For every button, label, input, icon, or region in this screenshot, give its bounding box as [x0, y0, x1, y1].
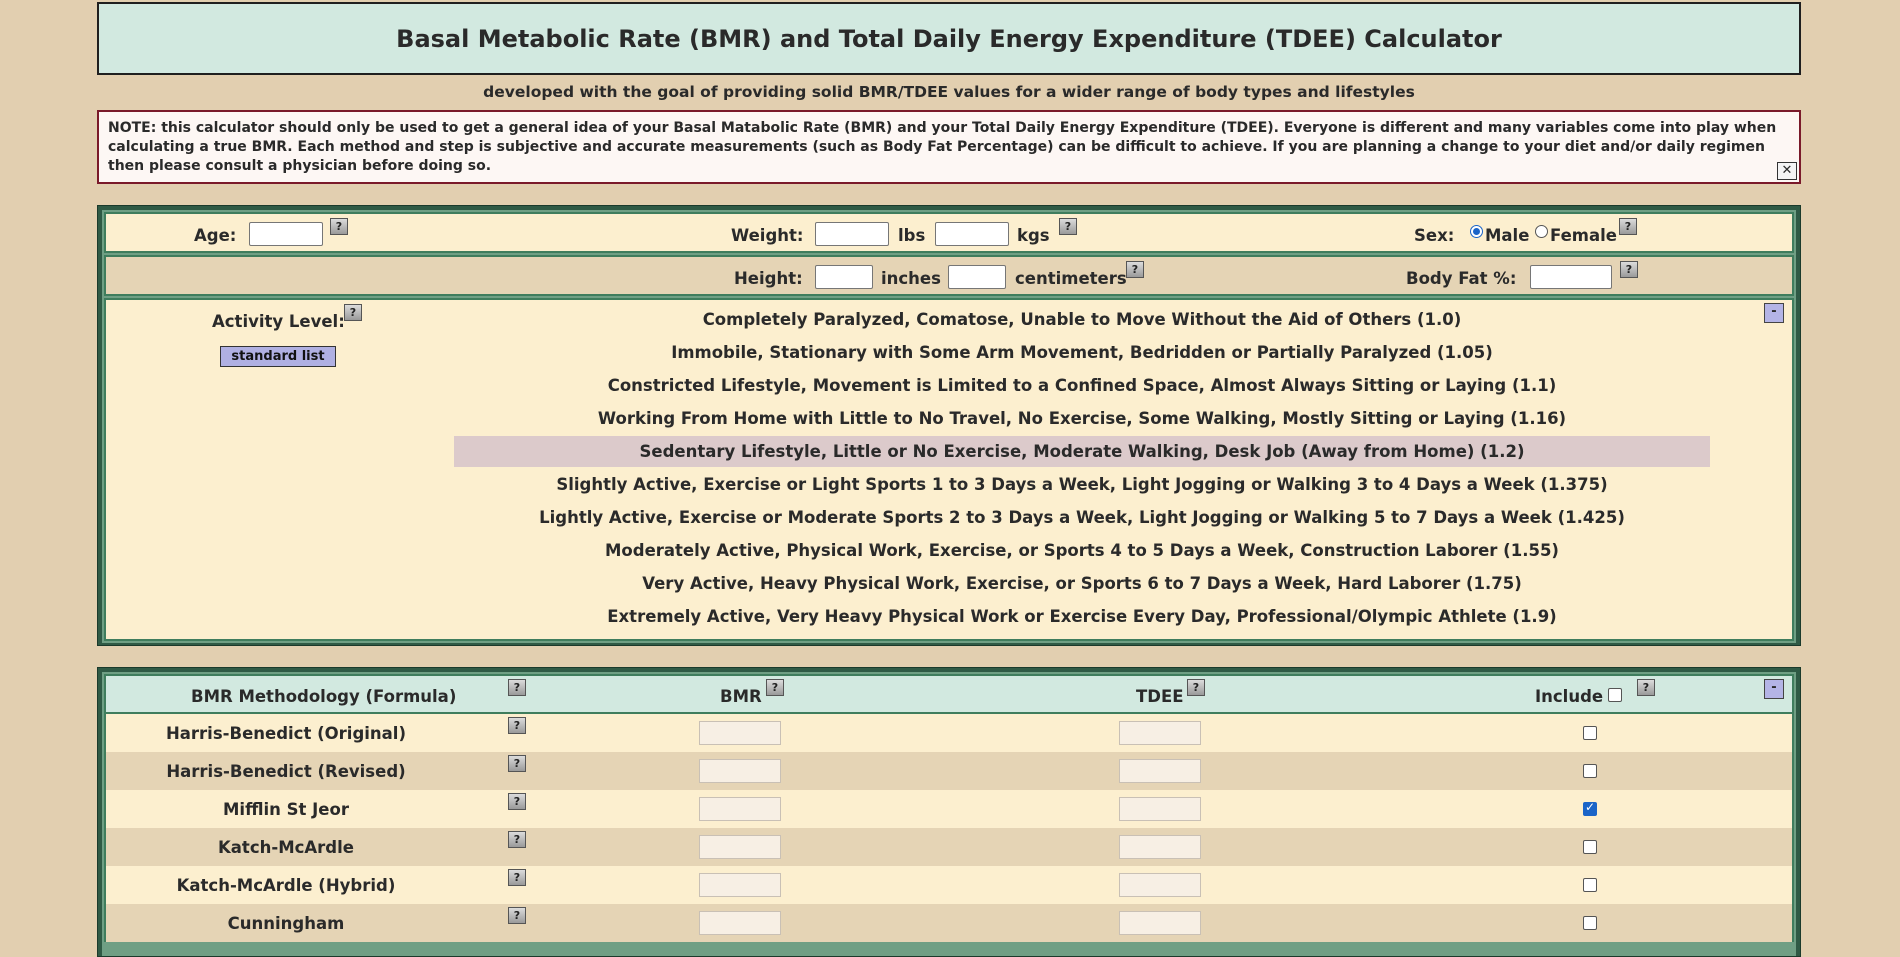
- table-row: Katch-McArdle (Hybrid)?: [104, 866, 1794, 904]
- tdee-output-field: [1119, 797, 1201, 821]
- weight-kgs-input[interactable]: [935, 222, 1009, 246]
- sex-label: Sex:: [1414, 226, 1455, 245]
- table-row: Harris-Benedict (Original)?: [104, 714, 1794, 752]
- method-column-header: BMR Methodology (Formula): [191, 687, 457, 706]
- input-panel: Age: ? Weight: lbs kgs ? Sex: Male Femal…: [97, 205, 1801, 646]
- table-row: Mifflin St Jeor?: [104, 790, 1794, 828]
- formula-help-icon[interactable]: ?: [508, 831, 526, 848]
- bmr-output-field: [699, 835, 781, 859]
- formula-help-icon[interactable]: ?: [508, 793, 526, 810]
- bmr-column-header: BMR: [720, 687, 762, 706]
- kgs-unit-label: kgs: [1017, 226, 1050, 245]
- bodyfat-label: Body Fat %:: [1406, 269, 1517, 288]
- age-help-icon[interactable]: ?: [330, 218, 348, 235]
- activity-option[interactable]: Constricted Lifestyle, Movement is Limit…: [607, 376, 1557, 395]
- activity-level-section: Activity Level: ? standard list - Comple…: [104, 298, 1794, 641]
- height-label: Height:: [734, 269, 803, 288]
- table-row: Katch-McArdle?: [104, 828, 1794, 866]
- formula-name: Harris-Benedict (Original): [165, 723, 407, 743]
- bmr-output-field: [699, 873, 781, 897]
- activity-help-icon[interactable]: ?: [344, 304, 362, 321]
- page-title: Basal Metabolic Rate (BMR) and Total Dai…: [97, 2, 1801, 75]
- results-panel: BMR Methodology (Formula) ? BMR ? TDEE ?…: [97, 667, 1801, 957]
- include-checkbox[interactable]: [1583, 916, 1597, 930]
- tdee-output-field: [1119, 873, 1201, 897]
- include-checkbox[interactable]: [1583, 764, 1597, 778]
- sex-female-radio[interactable]: [1535, 225, 1548, 238]
- cm-unit-label: centimeters: [1015, 269, 1127, 288]
- tdee-output-field: [1119, 721, 1201, 745]
- tdee-output-field: [1119, 759, 1201, 783]
- formula-name: Harris-Benedict (Revised): [166, 761, 406, 781]
- age-label: Age:: [194, 226, 237, 245]
- disclaimer-text: NOTE: this calculator should only be use…: [108, 120, 1777, 174]
- formula-name: Cunningham: [227, 913, 345, 933]
- table-row: Cunningham?: [104, 904, 1794, 942]
- formula-name: Katch-McArdle (Hybrid): [176, 875, 396, 895]
- activity-option[interactable]: Immobile, Stationary with Some Arm Movem…: [671, 343, 1493, 362]
- lbs-unit-label: lbs: [898, 226, 926, 245]
- formula-help-icon[interactable]: ?: [508, 717, 526, 734]
- bodyfat-input[interactable]: [1530, 265, 1612, 289]
- activity-collapse-button[interactable]: -: [1764, 303, 1784, 323]
- formula-help-icon[interactable]: ?: [508, 755, 526, 772]
- activity-option[interactable]: Lightly Active, Exercise or Moderate Spo…: [539, 508, 1625, 527]
- weight-lbs-input[interactable]: [815, 222, 889, 246]
- input-row-basic: Age: ? Weight: lbs kgs ? Sex: Male Femal…: [104, 212, 1794, 253]
- include-checkbox[interactable]: [1583, 878, 1597, 892]
- tdee-output-field: [1119, 911, 1201, 935]
- weight-label: Weight:: [731, 226, 804, 245]
- tdee-column-header: TDEE: [1136, 687, 1184, 706]
- formula-name: Mifflin St Jeor: [223, 799, 349, 819]
- include-checkbox[interactable]: [1583, 726, 1597, 740]
- inches-unit-label: inches: [881, 269, 941, 288]
- activity-option[interactable]: Slightly Active, Exercise or Light Sport…: [556, 475, 1608, 494]
- activity-option[interactable]: Sedentary Lifestyle, Little or No Exerci…: [454, 436, 1710, 467]
- activity-option[interactable]: Very Active, Heavy Physical Work, Exerci…: [642, 574, 1522, 593]
- formula-name: Katch-McArdle: [218, 837, 354, 857]
- activity-option[interactable]: Moderately Active, Physical Work, Exerci…: [605, 541, 1559, 560]
- standard-list-button[interactable]: standard list: [220, 346, 336, 367]
- close-icon[interactable]: ✕: [1777, 162, 1797, 180]
- page-subtitle: developed with the goal of providing sol…: [483, 83, 1415, 101]
- weight-help-icon[interactable]: ?: [1059, 218, 1077, 235]
- formula-help-icon[interactable]: ?: [508, 907, 526, 924]
- results-header-row: BMR Methodology (Formula) ? BMR ? TDEE ?…: [104, 674, 1794, 714]
- bmr-help-icon[interactable]: ?: [766, 679, 784, 696]
- tdee-output-field: [1119, 835, 1201, 859]
- method-help-icon[interactable]: ?: [508, 679, 526, 696]
- page-title-text: Basal Metabolic Rate (BMR) and Total Dai…: [396, 24, 1502, 53]
- sex-male-label: Male: [1485, 226, 1530, 245]
- results-collapse-button[interactable]: -: [1764, 679, 1784, 699]
- activity-level-label: Activity Level:: [212, 312, 345, 331]
- height-cm-input[interactable]: [948, 265, 1006, 289]
- include-all-checkbox[interactable]: [1608, 688, 1622, 702]
- bodyfat-help-icon[interactable]: ?: [1620, 261, 1638, 278]
- bmr-output-field: [699, 911, 781, 935]
- height-inches-input[interactable]: [815, 265, 873, 289]
- bmr-output-field: [699, 721, 781, 745]
- input-row-height: Height: inches centimeters ? Body Fat %:…: [104, 255, 1794, 296]
- sex-help-icon[interactable]: ?: [1619, 218, 1637, 235]
- activity-option[interactable]: Working From Home with Little to No Trav…: [597, 409, 1567, 428]
- include-checkbox[interactable]: [1583, 840, 1597, 854]
- disclaimer-note: NOTE: this calculator should only be use…: [97, 110, 1801, 184]
- tdee-help-icon[interactable]: ?: [1187, 679, 1205, 696]
- activity-option[interactable]: Extremely Active, Very Heavy Physical Wo…: [607, 607, 1557, 626]
- sex-female-label: Female: [1550, 226, 1617, 245]
- include-column-header: Include: [1535, 687, 1604, 706]
- table-row: Harris-Benedict (Revised)?: [104, 752, 1794, 790]
- bmr-output-field: [699, 759, 781, 783]
- height-help-icon[interactable]: ?: [1126, 261, 1144, 278]
- include-help-icon[interactable]: ?: [1637, 679, 1655, 696]
- bmr-output-field: [699, 797, 781, 821]
- activity-option[interactable]: Completely Paralyzed, Comatose, Unable t…: [702, 310, 1462, 329]
- sex-male-radio[interactable]: [1470, 225, 1483, 238]
- results-table-body: Harris-Benedict (Original)? Harris-Benedi…: [104, 714, 1794, 942]
- age-input[interactable]: [249, 222, 323, 246]
- formula-help-icon[interactable]: ?: [508, 869, 526, 886]
- include-checkbox[interactable]: [1583, 800, 1597, 816]
